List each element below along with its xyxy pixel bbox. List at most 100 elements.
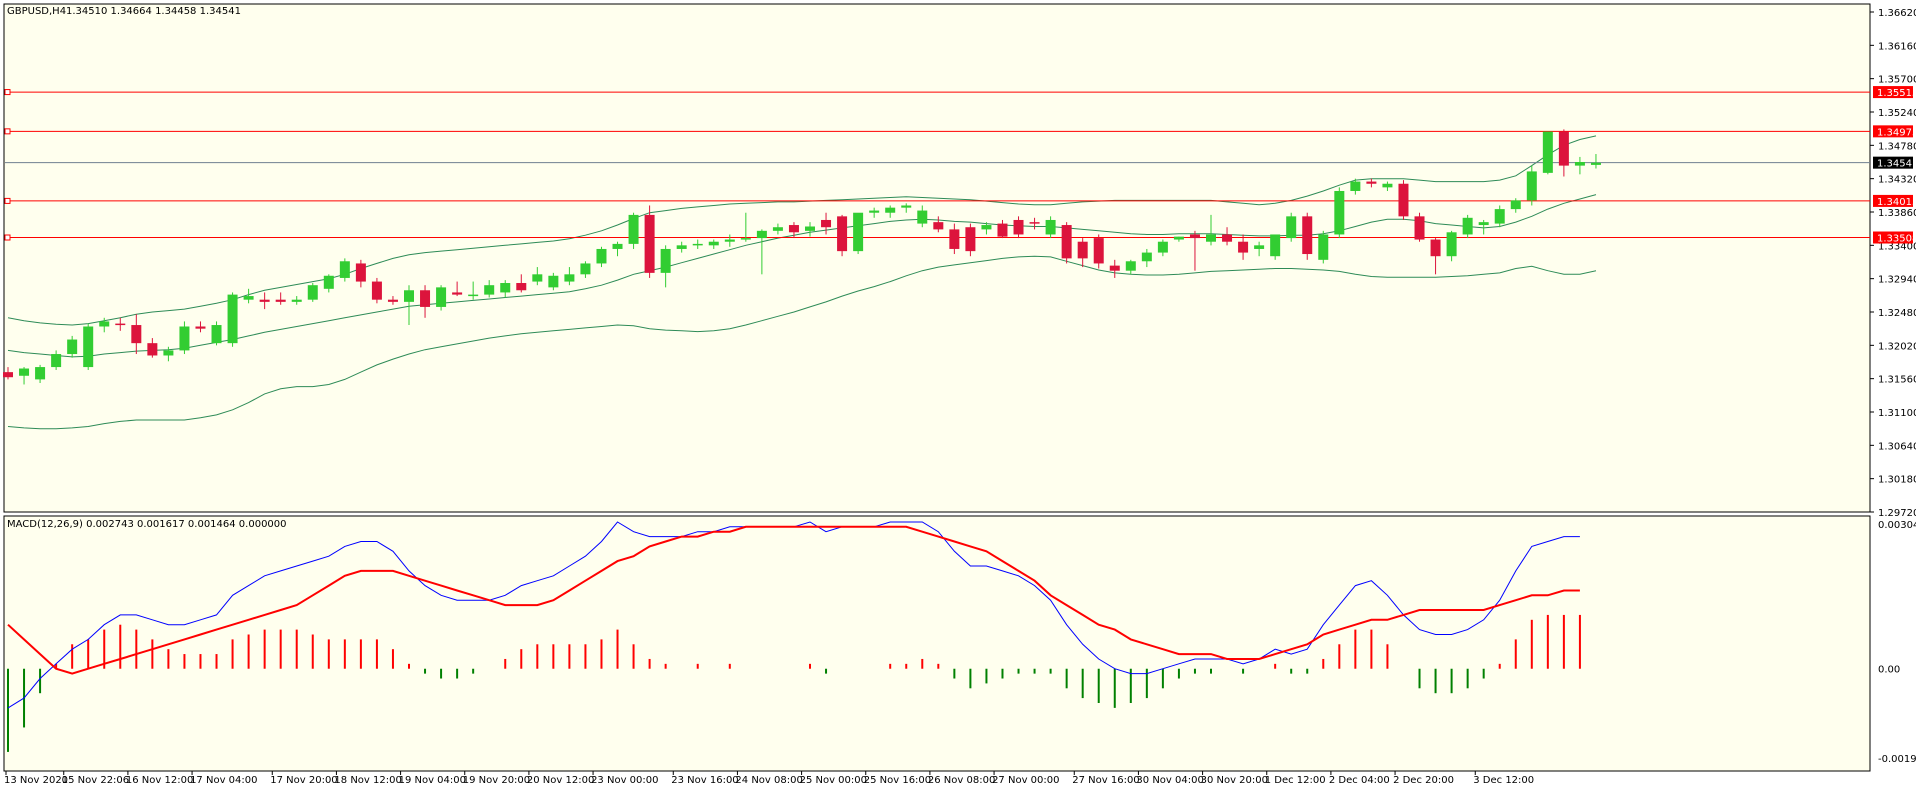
candle-body [1302, 216, 1313, 255]
candle-body [628, 214, 639, 244]
candle-body [997, 223, 1008, 237]
candle-body [564, 274, 575, 282]
time-tick-label: 26 Nov 08:00 [928, 775, 995, 786]
price-tick-label: 1.34320 [1878, 175, 1916, 186]
candle-body [1398, 183, 1409, 217]
candle-body [83, 326, 94, 368]
candle-body [1478, 222, 1489, 226]
candle-body [1430, 239, 1441, 257]
bid-tag-bg [1873, 156, 1913, 169]
candle-body [580, 263, 591, 275]
candle-body [179, 326, 190, 351]
candle-body [740, 238, 751, 240]
candle-body [1270, 234, 1281, 257]
candle-body [1061, 225, 1072, 259]
candle-body [965, 227, 976, 252]
symbol-label: GBPUSD,H4 [7, 6, 66, 17]
candle-body [1093, 238, 1104, 264]
candle-body [468, 294, 479, 297]
candle-body [404, 290, 414, 302]
candle-body [484, 285, 495, 295]
candle-body [548, 275, 559, 288]
candle-body [35, 367, 46, 380]
candle-body [853, 212, 864, 252]
candle-body [644, 214, 655, 273]
price-tick-label: 1.34780 [1878, 141, 1916, 152]
candle-body [1366, 181, 1377, 184]
level-tag: 1.33508 [1877, 234, 1916, 245]
time-tick-label: 15 Nov 22:06 [62, 775, 129, 786]
candle-body [981, 225, 992, 230]
bollinger-upper-line [7, 135, 1597, 326]
macd-tick-label: 0.00304 [1878, 520, 1916, 531]
candle-body [532, 274, 543, 282]
candle-body [1590, 162, 1601, 165]
bollinger-middle-line [7, 194, 1597, 358]
level-handle [4, 234, 11, 241]
price-tick-label: 1.30180 [1878, 475, 1916, 486]
candle-body [1526, 171, 1537, 201]
price-tick-label: 1.32020 [1878, 341, 1916, 352]
candle-body [259, 299, 270, 302]
candle-body [596, 248, 607, 264]
candle-body [1574, 162, 1585, 166]
candle-body [163, 350, 174, 356]
candle-body [885, 207, 896, 213]
candle-body [1446, 232, 1457, 257]
candle-body [307, 285, 318, 300]
level-tag: 1.34013 [1877, 197, 1916, 208]
time-tick-label: 30 Nov 20:00 [1201, 775, 1268, 786]
candle-body [1510, 200, 1521, 210]
candle-body [3, 372, 13, 378]
price-tick-label: 1.36620 [1878, 8, 1916, 19]
candle-body [1414, 216, 1425, 240]
macd-pane [3, 515, 1871, 772]
candle-body [500, 283, 511, 293]
level-tag-bg [1873, 125, 1913, 138]
time-tick-label: 17 Nov 04:00 [190, 775, 257, 786]
time-tick-label: 18 Nov 12:00 [334, 775, 401, 786]
candle-body [692, 243, 703, 246]
candle-body [949, 229, 960, 249]
candle-body [1109, 265, 1120, 271]
candle-body [227, 294, 238, 344]
candle-body [1045, 219, 1056, 235]
candle-body [1029, 222, 1040, 224]
candle-body [821, 219, 832, 228]
time-tick-label: 27 Nov 16:00 [1072, 775, 1139, 786]
macd-signal-line [7, 525, 1580, 675]
candle-body [1157, 241, 1168, 253]
macd-title: MACD(12,26,9) 0.002743 0.001617 0.001464… [7, 519, 287, 530]
price-tick-label: 1.35700 [1878, 75, 1916, 86]
candle-body [1558, 131, 1569, 166]
price-tick-label: 1.35240 [1878, 108, 1916, 119]
candle-body [676, 245, 687, 249]
time-tick-label: 17 Nov 20:00 [270, 775, 337, 786]
candle-body [452, 292, 463, 295]
candle-body [756, 230, 767, 239]
candle-body [67, 339, 78, 355]
candle-body [1542, 131, 1553, 173]
price-tick-label: 1.31560 [1878, 375, 1916, 386]
level-tag-bg [1873, 194, 1913, 207]
price-tick-label: 1.32480 [1878, 308, 1916, 319]
candle-body [323, 275, 334, 289]
candle-body [708, 241, 719, 246]
time-tick-label: 3 Dec 12:00 [1473, 775, 1534, 786]
candle-body [436, 287, 447, 307]
candle-body [211, 325, 222, 344]
candle-body [291, 299, 302, 302]
candle-body [772, 227, 783, 231]
candle-body [1334, 190, 1345, 235]
candle-body [1494, 209, 1505, 224]
time-tick-label: 1 Dec 12:00 [1265, 775, 1326, 786]
time-tick-label: 16 Nov 12:00 [126, 775, 193, 786]
bid-tag: 1.34541 [1877, 159, 1916, 170]
macd-tick-label: 0.00 [1878, 665, 1900, 676]
candle-body [1318, 234, 1329, 260]
candle-body [355, 263, 366, 282]
price-tick-label: 1.32940 [1878, 275, 1916, 286]
level-handle [4, 128, 11, 135]
price-tick-label: 1.29720 [1878, 508, 1916, 519]
candle-body [869, 210, 880, 213]
